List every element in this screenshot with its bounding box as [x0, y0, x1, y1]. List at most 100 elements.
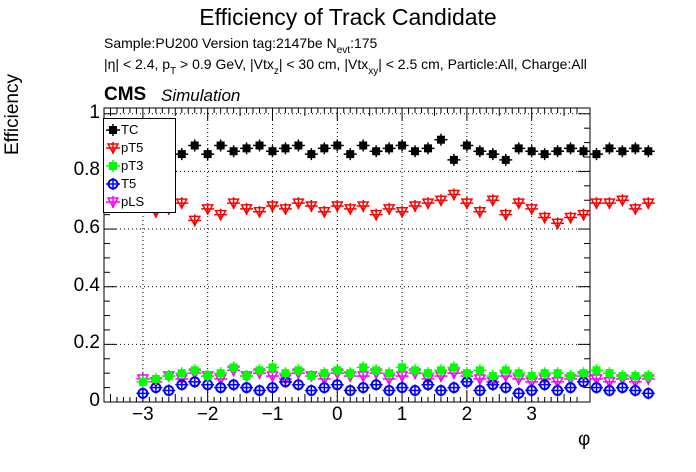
cuts-part4: | < 2.5 cm, Particle:All, Charge:All [378, 56, 587, 72]
data-point [201, 204, 214, 216]
data-point [527, 147, 536, 156]
data-point [551, 218, 564, 230]
legend-label: pLS [121, 194, 145, 209]
data-point [382, 204, 396, 216]
data-point [292, 379, 304, 391]
data-point [318, 382, 330, 394]
data-point [449, 363, 458, 372]
data-point [644, 147, 653, 156]
data-point [526, 384, 538, 396]
data-point [383, 384, 395, 396]
data-point [424, 369, 432, 378]
data-point [266, 382, 278, 394]
data-point [228, 379, 240, 391]
data-point [138, 377, 147, 386]
data-point [527, 372, 536, 381]
data-point [385, 144, 394, 153]
sample-tail: :175 [350, 35, 378, 51]
data-point [605, 369, 614, 378]
data-point [409, 384, 421, 396]
cuts-part2: > 0.9 GeV, |Vtx [176, 56, 274, 72]
data-point [486, 195, 500, 207]
plot-border [103, 107, 591, 403]
data-point [460, 198, 474, 210]
data-point [294, 366, 303, 375]
data-point [631, 372, 640, 381]
data-point [190, 366, 199, 375]
cms-label: CMS [104, 84, 147, 105]
legend-label: TC [121, 122, 139, 137]
data-point [385, 369, 394, 378]
series-TC [136, 133, 655, 169]
data-point [616, 195, 629, 207]
data-point [268, 363, 277, 372]
data-point [540, 150, 549, 159]
cuts-line: |η| < 2.4, pT > 0.9 GeV, |Vtxz| < 30 cm,… [104, 56, 587, 77]
data-point [398, 363, 407, 372]
data-point [229, 147, 238, 156]
data-point [488, 372, 497, 381]
data-point [538, 212, 551, 225]
data-point [331, 379, 343, 391]
legend-marker-symbol [109, 126, 117, 134]
x-tick-label: −1 [261, 404, 284, 425]
y-tick-label: 0 [89, 390, 100, 411]
data-point [266, 201, 279, 213]
data-point [240, 204, 253, 216]
sample-line: Sample:PU200 Version tag:2147be Nevt:175 [104, 35, 378, 56]
x-tick-label: 3 [526, 404, 537, 425]
simulation-label: Simulation [161, 86, 241, 105]
data-point [255, 366, 264, 375]
cuts-sub3: xy [368, 66, 379, 77]
data-point [216, 141, 225, 150]
data-point [320, 369, 329, 378]
data-point [333, 366, 342, 375]
data-point [359, 141, 368, 150]
series-pT5 [136, 188, 655, 230]
data-point [294, 141, 303, 150]
data-point [357, 382, 369, 394]
data-point [629, 204, 642, 216]
legend-entry-pLS: pLS [104, 193, 175, 211]
data-point [163, 384, 175, 396]
legend-marker-symbol [106, 143, 120, 155]
legend-marker-symbol [107, 178, 119, 190]
series-pT3 [136, 361, 655, 388]
data-point [370, 379, 382, 391]
cuts-part3: | < 30 cm, |Vtx [278, 56, 369, 72]
data-point [188, 215, 201, 227]
data-point [344, 384, 356, 396]
plot-frame [103, 107, 591, 403]
data-point [552, 384, 564, 396]
data-point [398, 141, 407, 150]
cuts-part1: |η| < 2.4, p [104, 56, 171, 72]
data-point [281, 144, 290, 153]
data-point [475, 366, 484, 375]
data-point [540, 369, 549, 378]
data-point [513, 387, 525, 399]
data-point [395, 207, 409, 219]
data-point [190, 141, 199, 150]
legend-marker [106, 196, 120, 209]
data-point [255, 141, 264, 150]
data-point [292, 198, 305, 210]
data-point [436, 135, 445, 144]
data-point [642, 198, 655, 210]
data-point [177, 150, 186, 159]
data-point [631, 144, 640, 153]
data-point [372, 147, 381, 156]
data-point [164, 372, 173, 381]
legend-entry-T5: T5 [104, 175, 175, 193]
data-point [242, 372, 251, 381]
series-layer [136, 133, 655, 400]
data-point [279, 204, 292, 216]
data-point [566, 144, 575, 153]
data-point [642, 387, 654, 399]
legend-entry-pT5: pT5 [104, 139, 175, 157]
legend-marker [106, 178, 120, 190]
data-point [189, 376, 201, 388]
data-point [579, 369, 588, 378]
x-tick-label: 1 [396, 404, 408, 425]
data-point [177, 369, 186, 378]
data-point [434, 195, 448, 207]
